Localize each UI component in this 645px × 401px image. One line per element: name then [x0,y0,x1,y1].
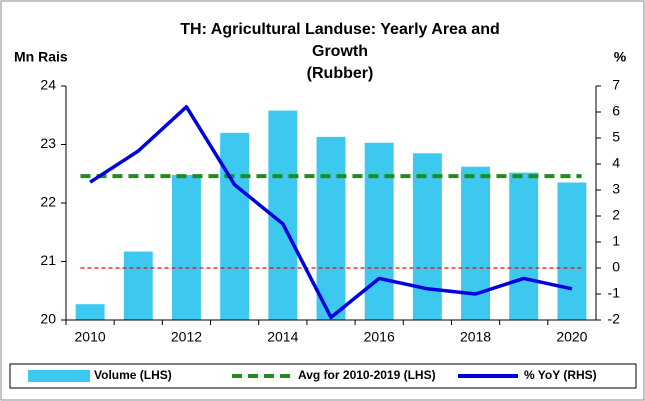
y2-tick-label: 1 [612,233,620,249]
y2-axis-label: % [614,49,627,65]
y2-tick-label: 3 [612,181,620,197]
y-tick-label: 21 [40,252,56,268]
y2-tick-label: 2 [612,207,620,223]
y2-tick-label: 5 [612,129,620,145]
y2-tick-label: -2 [608,311,621,327]
y-tick-label: 24 [40,77,56,93]
y-tick-label: 20 [40,311,56,327]
bar [557,182,587,320]
bar [461,166,490,320]
bar [123,251,153,320]
bar [364,142,394,320]
x-tick-label: 2012 [171,329,202,345]
bar [316,136,346,320]
y-tick-label: 23 [40,135,56,151]
chart-title: (Rubber) [307,65,374,82]
legend-label: Avg for 2010-2019 (LHS) [298,368,436,382]
legend-box [9,363,637,389]
legend-label: % YoY (RHS) [524,368,597,382]
y2-tick-label: 0 [612,259,620,275]
y2-tick-label: 4 [612,155,620,171]
bar [509,172,539,320]
legend-label: Volume (LHS) [94,368,172,382]
bar [172,174,201,320]
bar [412,153,442,320]
bar [220,132,250,320]
x-tick-label: 2014 [267,329,298,345]
x-tick-label: 2020 [556,329,587,345]
y2-tick-label: 6 [612,103,620,119]
y2-tick-label: -1 [608,285,621,301]
x-tick-label: 2018 [460,329,491,345]
yoy-line [89,105,573,320]
x-tick-label: 2016 [364,329,395,345]
y-tick-label: 22 [40,194,56,210]
x-tick-label: 2010 [75,329,106,345]
legend-swatch [28,370,90,382]
y2-tick-label: 7 [612,77,620,93]
y-axis-label: Mn Rais [14,49,68,65]
chart-title: TH: Agricultural Landuse: Yearly Area an… [180,21,500,38]
bar [75,304,105,320]
chart-title: Growth [312,43,368,60]
